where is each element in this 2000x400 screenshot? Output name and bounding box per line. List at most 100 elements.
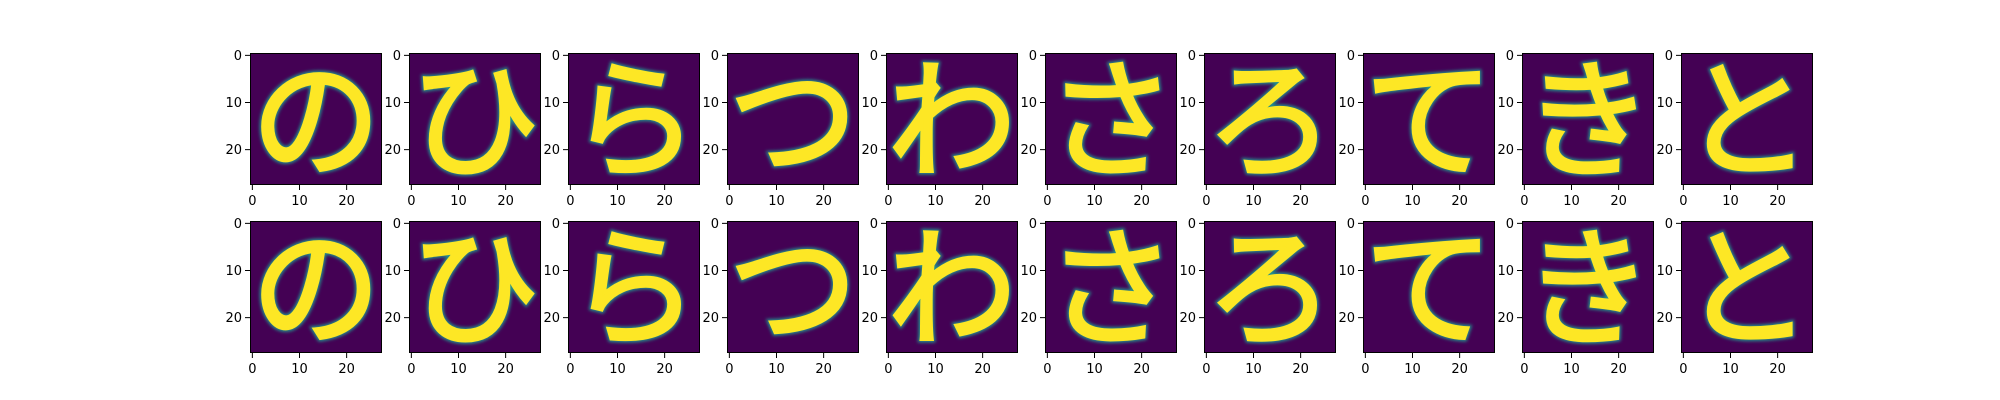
y-tick-label: 0: [1188, 217, 1196, 232]
x-tick-label: 20: [1292, 362, 1309, 377]
x-tick-label: 20: [1769, 194, 1786, 209]
x-tick-label: 20: [497, 194, 514, 209]
y-tick-label: 20: [543, 311, 560, 326]
x-tick-label: 0: [1520, 194, 1528, 209]
x-tick-label: 0: [884, 362, 892, 377]
x-tick-label: 20: [1451, 194, 1468, 209]
glyph-image: き: [1523, 215, 1652, 366]
axes-frame: [727, 221, 859, 353]
glyph-image: さ: [1046, 215, 1175, 366]
y-tick-label: 10: [543, 96, 560, 111]
axes-frame: [409, 53, 541, 185]
y-tick-label: 0: [1347, 49, 1355, 64]
glyph-image: き: [1523, 47, 1652, 198]
axes-frame: [1522, 221, 1654, 353]
axes-frame: [727, 53, 859, 185]
x-tick-label: 0: [566, 194, 574, 209]
x-tick-label: 20: [1133, 194, 1150, 209]
y-tick-label: 20: [1020, 143, 1037, 158]
y-tick-label: 0: [870, 217, 878, 232]
image-background: [886, 221, 1018, 353]
image-background: [1363, 53, 1495, 185]
y-tick-label: 10: [225, 96, 242, 111]
image-background: [1204, 221, 1336, 353]
y-tick-label: 10: [1497, 96, 1514, 111]
y-tick-label: 20: [1656, 311, 1673, 326]
x-tick-label: 10: [291, 362, 308, 377]
y-tick-label: 0: [1665, 217, 1673, 232]
x-tick-label: 0: [725, 362, 733, 377]
y-tick-label: 20: [702, 143, 719, 158]
y-tick-label: 0: [870, 49, 878, 64]
glyph-halo: ろ: [1205, 215, 1334, 366]
axes-frame: [1045, 53, 1177, 185]
y-tick-label: 20: [1020, 311, 1037, 326]
y-tick-label: 0: [711, 49, 719, 64]
x-tick-label: 10: [1563, 362, 1580, 377]
axes-frame: [1204, 221, 1336, 353]
x-tick-label: 10: [1086, 194, 1103, 209]
y-tick-label: 20: [1656, 143, 1673, 158]
glyph-image: ろ: [1205, 47, 1334, 198]
axes-frame: [1522, 53, 1654, 185]
x-tick-label: 10: [1404, 194, 1421, 209]
image-background: [1681, 221, 1813, 353]
y-tick-label: 10: [543, 264, 560, 279]
y-tick-label: 20: [225, 311, 242, 326]
image-background: [250, 53, 382, 185]
axes-frame: [886, 53, 1018, 185]
axes-frame: [568, 221, 700, 353]
x-tick-label: 0: [725, 194, 733, 209]
y-tick-label: 10: [1497, 264, 1514, 279]
y-tick-label: 10: [1020, 264, 1037, 279]
glyph-image: と: [1682, 47, 1811, 198]
x-tick-label: 20: [338, 362, 355, 377]
y-tick-label: 10: [225, 264, 242, 279]
x-tick-label: 10: [291, 194, 308, 209]
y-tick-label: 20: [1497, 143, 1514, 158]
glyph-image: わ: [887, 47, 1016, 198]
x-tick-label: 0: [1361, 362, 1369, 377]
x-tick-label: 10: [1722, 194, 1739, 209]
x-tick-label: 0: [407, 362, 415, 377]
x-tick-label: 0: [566, 362, 574, 377]
y-tick-label: 0: [393, 217, 401, 232]
y-tick-label: 20: [543, 143, 560, 158]
y-tick-label: 20: [1497, 311, 1514, 326]
glyph-image: と: [1682, 215, 1811, 366]
image-background: [568, 53, 700, 185]
glyph-halo: て: [1364, 215, 1493, 366]
axes-frame: [886, 221, 1018, 353]
x-tick-label: 0: [1679, 362, 1687, 377]
image-background: [1681, 53, 1813, 185]
x-tick-label: 10: [768, 194, 785, 209]
x-tick-label: 10: [1086, 362, 1103, 377]
glyph-halo: さ: [1046, 47, 1175, 198]
y-tick-label: 20: [861, 311, 878, 326]
x-tick-label: 0: [1679, 194, 1687, 209]
image-background: [568, 221, 700, 353]
y-tick-label: 10: [384, 96, 401, 111]
image-background: [1522, 221, 1654, 353]
image-background: [1522, 53, 1654, 185]
x-tick-label: 20: [974, 362, 991, 377]
y-tick-label: 20: [384, 143, 401, 158]
y-tick-label: 10: [861, 96, 878, 111]
x-tick-label: 10: [1245, 194, 1262, 209]
glyph-image: て: [1364, 215, 1493, 366]
glyph-halo: き: [1523, 215, 1652, 366]
glyph-halo: ら: [569, 215, 698, 366]
x-tick-label: 10: [609, 362, 626, 377]
axes-frame: [1363, 53, 1495, 185]
glyph-image: さ: [1046, 47, 1175, 198]
